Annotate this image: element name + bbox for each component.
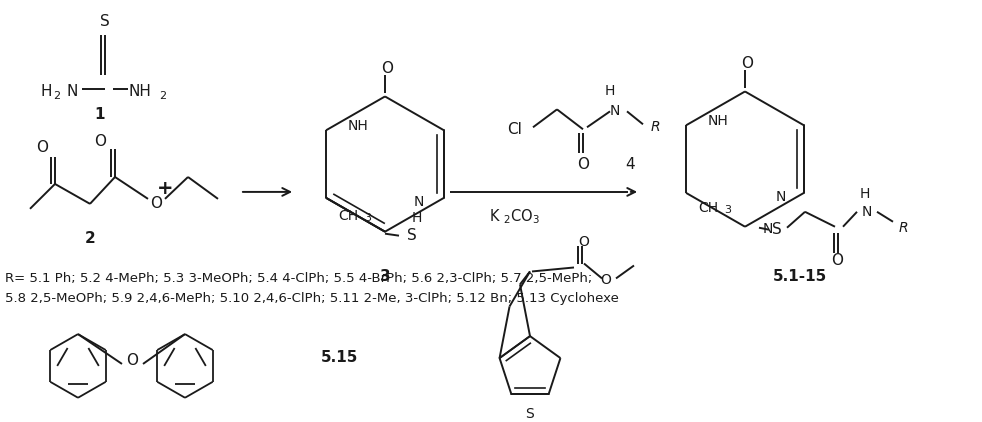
Text: CH: CH — [698, 201, 718, 215]
Text: O: O — [577, 157, 589, 172]
Text: O: O — [381, 61, 393, 76]
Text: H: H — [411, 211, 422, 225]
Text: Cl: Cl — [507, 122, 521, 137]
Text: $_2$CO$_3$: $_2$CO$_3$ — [503, 208, 540, 226]
Text: 1: 1 — [94, 107, 105, 122]
Text: O: O — [94, 134, 106, 149]
Text: H: H — [40, 84, 52, 99]
Text: 3: 3 — [364, 213, 371, 223]
Text: 4: 4 — [626, 157, 634, 172]
Text: N: N — [763, 222, 774, 236]
Text: N: N — [67, 84, 78, 99]
Text: N: N — [413, 195, 424, 209]
Text: 3: 3 — [380, 269, 390, 284]
Text: 2: 2 — [159, 92, 167, 101]
Text: CH: CH — [338, 209, 358, 223]
Text: 2: 2 — [84, 231, 95, 246]
Text: S: S — [100, 14, 110, 30]
Text: NH: NH — [708, 114, 729, 128]
Text: 5.15: 5.15 — [321, 350, 358, 365]
Text: 5.8 2,5-MeOPh; 5.9 2,4,6-MePh; 5.10 2,4,6-ClPh; 5.11 2-Me, 3-ClPh; 5.12 Bn; 5.13: 5.8 2,5-MeOPh; 5.9 2,4,6-MePh; 5.10 2,4,… — [5, 292, 619, 306]
Text: NH: NH — [348, 119, 369, 133]
Text: O: O — [126, 354, 138, 368]
Text: K: K — [490, 209, 500, 224]
Text: 5.1-15: 5.1-15 — [773, 269, 827, 284]
Text: S: S — [525, 407, 534, 421]
Text: N: N — [776, 190, 786, 204]
Text: R= 5.1 Ph; 5.2 4-MePh; 5.3 3-MeOPh; 5.4 4-ClPh; 5.5 4-BrPh; 5.6 2,3-ClPh; 5.7 2,: R= 5.1 Ph; 5.2 4-MePh; 5.3 3-MeOPh; 5.4 … — [5, 273, 592, 285]
Text: O: O — [36, 140, 48, 155]
Text: NH: NH — [129, 84, 151, 99]
Text: H: H — [860, 187, 870, 201]
Text: S: S — [407, 228, 416, 243]
Text: +: + — [157, 179, 173, 198]
Text: N: N — [862, 205, 872, 219]
Text: O: O — [150, 196, 162, 211]
Text: R: R — [650, 120, 660, 134]
Text: N: N — [610, 104, 621, 118]
Text: O: O — [578, 235, 589, 249]
Text: O: O — [831, 253, 843, 268]
Text: O: O — [741, 56, 753, 71]
Text: 3: 3 — [724, 205, 732, 215]
Text: S: S — [772, 222, 782, 237]
Text: H: H — [605, 84, 615, 98]
Text: R: R — [899, 221, 907, 235]
Text: 2: 2 — [53, 92, 61, 101]
Text: O: O — [601, 273, 612, 287]
